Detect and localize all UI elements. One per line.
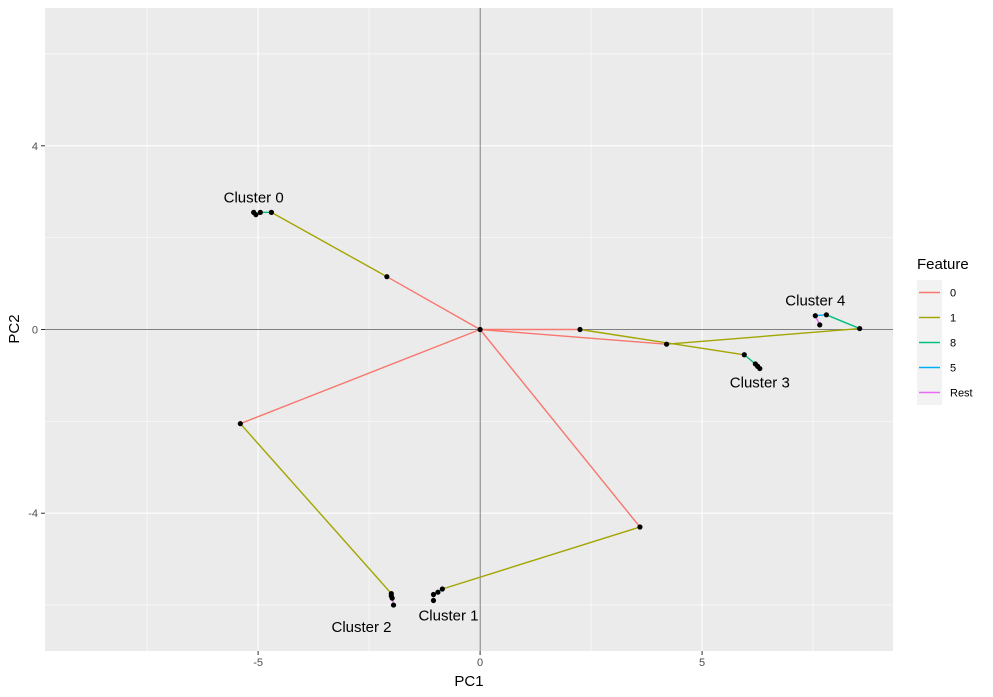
data-point	[430, 591, 437, 598]
x-tick-label: -5	[253, 657, 263, 669]
data-point	[637, 524, 643, 530]
segment-feature-1	[666, 327, 860, 345]
data-points	[237, 209, 863, 608]
data-point	[389, 595, 395, 601]
y-axis-ticks: -4 0 4	[28, 141, 45, 520]
legend-label: 8	[950, 338, 956, 350]
data-point	[477, 326, 483, 333]
cluster-label: Cluster 1	[418, 607, 478, 624]
data-point	[741, 352, 747, 358]
x-tick-label: 5	[699, 657, 705, 669]
segment-feature-1	[271, 211, 388, 278]
data-point	[812, 313, 818, 319]
segment-feature-0	[479, 329, 641, 528]
cluster-labels: Cluster 0 Cluster 1 Cluster 2 Cluster 3 Clus…	[224, 189, 846, 636]
legend: Feature 0 1 8 5 Rest	[917, 256, 973, 405]
segment-feature-0	[386, 276, 481, 331]
segment-feature-0	[480, 328, 667, 345]
data-point	[757, 365, 763, 372]
data-point	[430, 597, 437, 604]
cluster-label: Cluster 2	[332, 619, 392, 636]
data-point	[817, 322, 823, 328]
cluster-label: Cluster 3	[730, 375, 790, 392]
segment-feature-8	[826, 314, 860, 330]
y-tick-label: -4	[28, 508, 38, 520]
legend-items: 0 1 8 5 Rest	[917, 280, 973, 405]
data-point	[390, 602, 397, 608]
data-point	[384, 274, 390, 280]
data-point	[577, 326, 583, 333]
data-point	[237, 421, 243, 427]
segment-feature-1	[579, 328, 745, 356]
data-point	[439, 586, 445, 592]
data-point	[663, 341, 670, 347]
x-tick-label: 0	[477, 657, 483, 669]
data-point	[857, 325, 863, 332]
segment-feature-1	[239, 423, 392, 595]
data-point	[251, 209, 257, 215]
x-axis-ticks: -5 0 5	[253, 651, 705, 669]
data-point	[268, 209, 275, 215]
legend-label: 1	[950, 313, 956, 325]
data-point	[823, 312, 830, 318]
legend-title: Feature	[917, 256, 969, 273]
data-point	[257, 209, 263, 215]
cluster-label: Cluster 4	[785, 293, 845, 310]
y-tick-label: 4	[32, 141, 38, 153]
data-point	[435, 589, 441, 595]
y-axis-title: PC2	[6, 314, 23, 343]
legend-label: 0	[950, 288, 956, 300]
segment-feature-0	[240, 328, 481, 425]
legend-label: 5	[950, 363, 956, 375]
segment-feature-1	[442, 526, 641, 590]
cluster-label: Cluster 0	[224, 189, 284, 206]
legend-label: Rest	[950, 388, 973, 400]
y-tick-label: 0	[32, 325, 38, 337]
x-axis-title: PC1	[454, 673, 483, 690]
